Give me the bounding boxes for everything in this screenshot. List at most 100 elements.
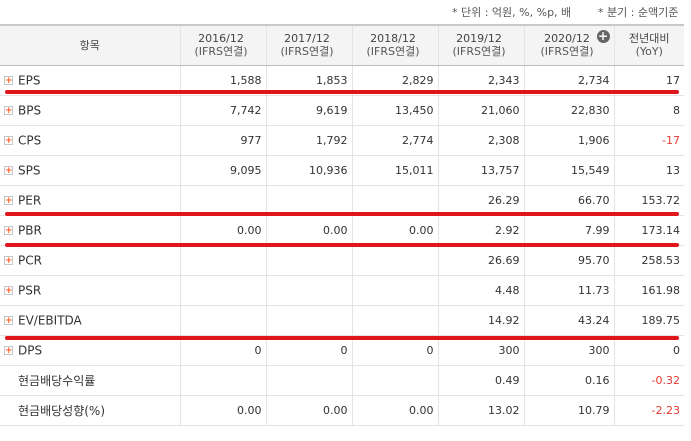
expand-plus-icon[interactable]: + bbox=[4, 165, 13, 176]
table-header-row: 항목 2016/12 (IFRS연결) 2017/12 (IFRS연결) 201… bbox=[0, 24, 684, 66]
add-column-icon[interactable]: + bbox=[596, 29, 610, 43]
value-cell bbox=[179, 185, 266, 216]
table-row: 현금배당성향(%) 0.00 0.00 0.00 13.02 10.79 -2.23 bbox=[0, 395, 684, 426]
table-row: + EV/EBITDA 14.92 43.24 189.75 bbox=[0, 305, 684, 336]
value-cell: 21,060 bbox=[437, 95, 524, 126]
value-cell: 22,830 bbox=[523, 95, 614, 126]
value-cell: 11.73 bbox=[523, 275, 614, 306]
period-year: 2018/12 bbox=[370, 32, 416, 46]
value-cell: 2,774 bbox=[351, 125, 438, 156]
value-cell: 0.49 bbox=[437, 365, 524, 396]
value-cell: 15,011 bbox=[351, 155, 438, 186]
row-label-cell[interactable]: + PBR bbox=[0, 215, 180, 246]
value-cell: 300 bbox=[523, 335, 614, 366]
value-cell: 66.70 bbox=[523, 185, 614, 216]
row-label-cell[interactable]: + EV/EBITDA bbox=[0, 305, 180, 336]
yoy-cell: -0.32 bbox=[613, 365, 684, 396]
highlight-underline bbox=[5, 336, 679, 340]
value-cell bbox=[265, 305, 352, 336]
value-cell bbox=[265, 275, 352, 306]
value-cell bbox=[179, 365, 266, 396]
value-cell: 13.02 bbox=[437, 395, 524, 426]
row-label-cell[interactable]: + PSR bbox=[0, 275, 180, 306]
row-label: 현금배당수익률 bbox=[18, 373, 96, 388]
value-cell: 95.70 bbox=[523, 245, 614, 276]
row-label-cell[interactable]: + PCR bbox=[0, 245, 180, 276]
column-header-item: 항목 bbox=[0, 24, 180, 66]
row-label: SPS bbox=[18, 163, 41, 178]
expand-plus-icon[interactable]: + bbox=[4, 105, 13, 116]
value-cell: 0.00 bbox=[179, 395, 266, 426]
yoy-cell: 173.14 bbox=[613, 215, 684, 246]
row-label-cell[interactable]: + BPS bbox=[0, 95, 180, 126]
highlight-underline bbox=[5, 90, 679, 94]
value-cell bbox=[351, 275, 438, 306]
value-cell bbox=[179, 245, 266, 276]
period-year: 2019/12 bbox=[456, 32, 502, 46]
value-cell: 13,757 bbox=[437, 155, 524, 186]
value-cell bbox=[179, 305, 266, 336]
expand-plus-icon[interactable]: + bbox=[4, 255, 13, 266]
row-label: BPS bbox=[18, 103, 42, 118]
table-row: + PSR 4.48 11.73 161.98 bbox=[0, 275, 684, 306]
yoy-cell: -2.23 bbox=[613, 395, 684, 426]
row-label: EPS bbox=[18, 73, 41, 88]
row-label-cell[interactable]: + SPS bbox=[0, 155, 180, 186]
unit-note: * 단위 : 억원, %, %p, 배 bbox=[452, 6, 572, 19]
value-cell: 300 bbox=[437, 335, 524, 366]
value-cell: 7,742 bbox=[179, 95, 266, 126]
value-cell bbox=[265, 245, 352, 276]
value-cell: 0 bbox=[265, 335, 352, 366]
value-cell: 1,906 bbox=[523, 125, 614, 156]
expand-plus-icon[interactable]: + bbox=[4, 345, 13, 356]
value-cell: 0 bbox=[351, 335, 438, 366]
value-cell bbox=[351, 185, 438, 216]
period-basis: (IFRS연결) bbox=[366, 45, 420, 59]
column-header-2020: 2020/12 (IFRS연결) + bbox=[523, 24, 614, 66]
table-row: + DPS 0 0 0 300 300 0 bbox=[0, 335, 684, 366]
yoy-cell: 13 bbox=[613, 155, 684, 186]
column-header-2018: 2018/12 (IFRS연결) bbox=[351, 24, 438, 66]
value-cell: 9,095 bbox=[179, 155, 266, 186]
value-cell: 10.79 bbox=[523, 395, 614, 426]
table-row: 현금배당수익률 0.49 0.16 -0.32 bbox=[0, 365, 684, 396]
period-basis: (IFRS연결) bbox=[194, 45, 248, 59]
expand-plus-icon[interactable]: + bbox=[4, 315, 13, 326]
table-row: + PCR 26.69 95.70 258.53 bbox=[0, 245, 684, 276]
expand-plus-icon[interactable]: + bbox=[4, 285, 13, 296]
expand-plus-icon[interactable]: + bbox=[4, 225, 13, 236]
value-cell: 2,308 bbox=[437, 125, 524, 156]
row-label: PBR bbox=[18, 223, 42, 238]
expand-plus-icon[interactable]: + bbox=[4, 195, 13, 206]
yoy-label: 전년대비 bbox=[629, 32, 670, 46]
value-cell: 26.29 bbox=[437, 185, 524, 216]
column-header-yoy: 전년대비 (YoY) bbox=[613, 24, 684, 66]
expand-plus-icon[interactable]: + bbox=[4, 135, 13, 146]
value-cell: 10,936 bbox=[265, 155, 352, 186]
column-header-2019: 2019/12 (IFRS연결) bbox=[437, 24, 524, 66]
row-label-cell[interactable]: + DPS bbox=[0, 335, 180, 366]
value-cell: 0.00 bbox=[351, 395, 438, 426]
table-row: + SPS 9,095 10,936 15,011 13,757 15,549 13 bbox=[0, 155, 684, 186]
period-year: 2017/12 bbox=[284, 32, 330, 46]
value-cell bbox=[351, 245, 438, 276]
period-basis: (IFRS연결) bbox=[540, 45, 594, 59]
highlight-underline bbox=[5, 243, 679, 247]
period-year: 2020/12 bbox=[544, 32, 590, 46]
value-cell bbox=[179, 275, 266, 306]
row-label: DPS bbox=[18, 343, 43, 358]
yoy-cell: 0 bbox=[613, 335, 684, 366]
table-row: + CPS 977 1,792 2,774 2,308 1,906 -17 bbox=[0, 125, 684, 156]
yoy-cell: 189.75 bbox=[613, 305, 684, 336]
row-label: 현금배당성향(%) bbox=[18, 403, 106, 418]
row-label: PSR bbox=[18, 283, 42, 298]
row-label-cell[interactable]: + CPS bbox=[0, 125, 180, 156]
value-cell bbox=[265, 365, 352, 396]
row-label-cell[interactable]: + PER bbox=[0, 185, 180, 216]
value-cell: 0.16 bbox=[523, 365, 614, 396]
value-cell: 9,619 bbox=[265, 95, 352, 126]
basis-note: * 분기 : 순액기준 bbox=[598, 6, 679, 19]
expand-plus-icon[interactable]: + bbox=[4, 75, 13, 86]
yoy-cell: 8 bbox=[613, 95, 684, 126]
financial-ratio-table: 항목 2016/12 (IFRS연결) 2017/12 (IFRS연결) 201… bbox=[0, 24, 684, 426]
